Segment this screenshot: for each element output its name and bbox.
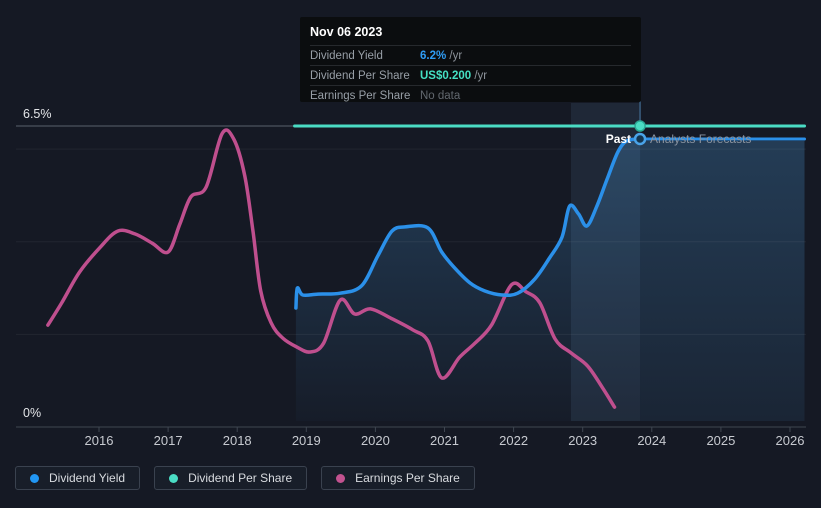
tooltip-value: US$0.200 /yr bbox=[420, 69, 488, 82]
dividend-per-share-marker[interactable] bbox=[634, 120, 646, 132]
tooltip-row-dividend-per-share: Dividend Per Share US$0.200 /yr bbox=[310, 65, 631, 85]
y-axis-max-label: 6.5% bbox=[23, 107, 52, 121]
chart-tooltip: Nov 06 2023 Dividend Yield 6.2% /yr Divi… bbox=[300, 17, 641, 102]
x-axis-year-label: 2026 bbox=[776, 433, 805, 448]
tooltip-date: Nov 06 2023 bbox=[310, 25, 383, 39]
earnings-per-share-dot-icon bbox=[336, 473, 346, 483]
x-axis-year-label: 2019 bbox=[292, 433, 321, 448]
x-axis-year-label: 2016 bbox=[85, 433, 114, 448]
legend-item-dividend-yield[interactable]: Dividend Yield bbox=[15, 466, 141, 490]
legend-label: Dividend Per Share bbox=[188, 471, 293, 485]
x-axis-year-label: 2024 bbox=[637, 433, 666, 448]
x-axis-year-label: 2021 bbox=[430, 433, 459, 448]
x-axis-year-label: 2017 bbox=[154, 433, 183, 448]
legend-item-earnings-per-share[interactable]: Earnings Per Share bbox=[321, 466, 475, 490]
dividend-per-share-dot-icon bbox=[169, 473, 179, 483]
tooltip-value: No data bbox=[420, 89, 461, 102]
tooltip-row-dividend-yield: Dividend Yield 6.2% /yr bbox=[310, 45, 631, 65]
x-axis-year-label: 2023 bbox=[568, 433, 597, 448]
dividend-yield-past-line[interactable] bbox=[294, 137, 642, 310]
tooltip-row-earnings-per-share: Earnings Per Share No data bbox=[310, 85, 631, 105]
earnings-per-share-line[interactable] bbox=[46, 128, 617, 409]
x-axis-year-label: 2022 bbox=[499, 433, 528, 448]
legend-label: Dividend Yield bbox=[49, 471, 126, 485]
tooltip-label: Earnings Per Share bbox=[310, 89, 411, 102]
hover-highlight-band bbox=[570, 103, 641, 421]
dividend-yield-marker[interactable] bbox=[633, 132, 647, 146]
tooltip-label: Dividend Yield bbox=[310, 49, 383, 62]
x-axis-year-label: 2025 bbox=[706, 433, 735, 448]
analysts-forecasts-label: Analysts Forecasts bbox=[650, 132, 751, 146]
past-label: Past bbox=[606, 132, 631, 146]
forecast-region bbox=[640, 140, 805, 421]
legend-label: Earnings Per Share bbox=[355, 471, 460, 485]
tooltip-label: Dividend Per Share bbox=[310, 69, 410, 82]
chart-legend: Dividend Yield Dividend Per Share Earnin… bbox=[15, 466, 475, 490]
chart-canvas[interactable]: 2016 2017 2018 2019 2020 2021 2022 2023 2024 2025… bbox=[0, 0, 821, 455]
legend-item-dividend-per-share[interactable]: Dividend Per Share bbox=[154, 466, 308, 490]
yield-past-area bbox=[295, 139, 641, 421]
x-axis-year-label: 2020 bbox=[361, 433, 390, 448]
y-axis-zero-label: 0% bbox=[23, 406, 41, 420]
x-axis-year-label: 2018 bbox=[223, 433, 252, 448]
dividend-yield-dot-icon bbox=[30, 473, 39, 483]
tooltip-value: 6.2% /yr bbox=[420, 49, 463, 62]
